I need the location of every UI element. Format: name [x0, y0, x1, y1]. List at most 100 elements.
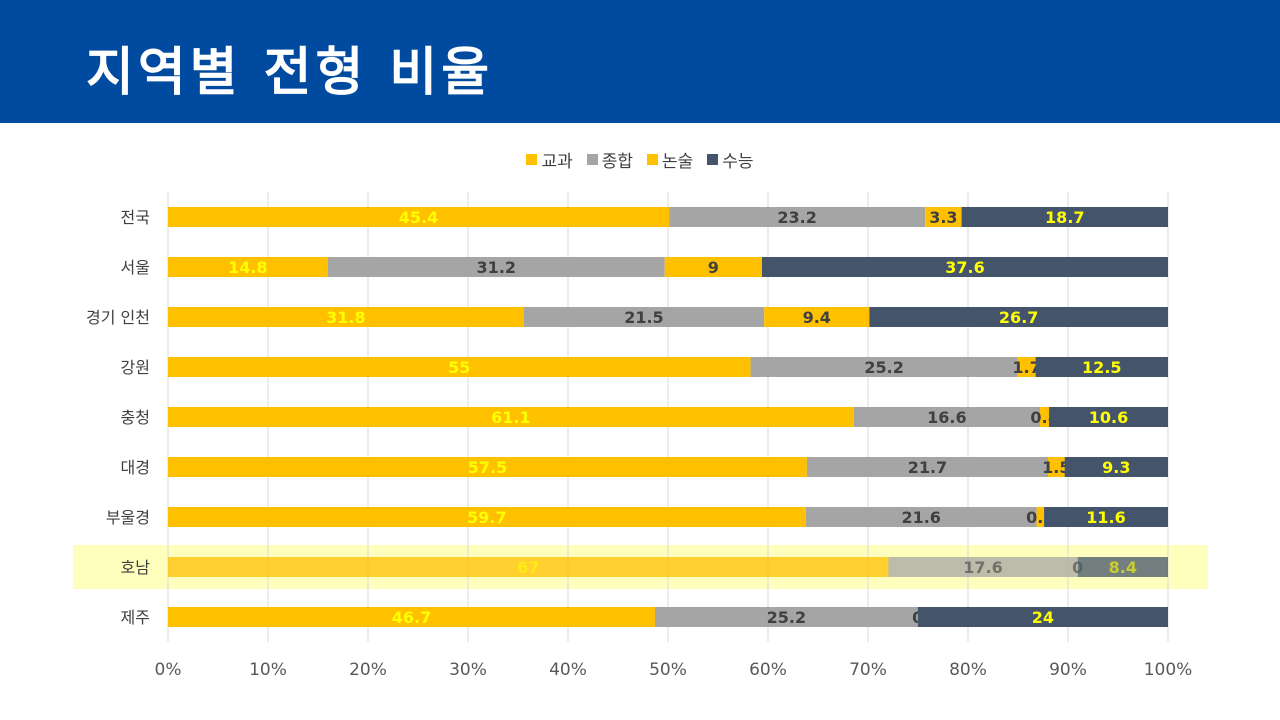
data-label: 8.4 [1109, 558, 1137, 577]
title-banner: 지역별 전형 비율 [0, 0, 1280, 123]
data-label: 1.7 [1012, 358, 1040, 377]
data-label: 26.7 [999, 308, 1038, 327]
legend-label: 종합 [601, 151, 633, 172]
bar-segment [669, 207, 926, 227]
bar-segment [168, 357, 751, 377]
bar-segment [1036, 507, 1045, 527]
data-label: 14.8 [228, 258, 267, 277]
bar-segment [1035, 357, 1168, 377]
data-label: 37.6 [945, 258, 984, 277]
data-label: 18.7 [1045, 208, 1084, 227]
data-label: 21.7 [908, 458, 947, 477]
category-label: 충청 [121, 408, 150, 427]
legend-item: 종합 [586, 147, 633, 172]
data-label: 11.6 [1086, 508, 1125, 527]
category-label: 강원 [121, 358, 150, 377]
legend-swatch [647, 153, 658, 165]
data-label: 61.1 [491, 408, 530, 427]
data-label: 12.5 [1082, 358, 1121, 377]
legend-item: 교과 [526, 147, 573, 172]
data-label: 21.5 [624, 308, 663, 327]
legend-label: 교과 [541, 151, 573, 172]
category-label: 부울경 [106, 508, 150, 527]
x-tick-label: 40% [549, 660, 587, 680]
bar-segment [168, 307, 524, 327]
category-label: 호남 [121, 558, 151, 577]
legend-swatch [707, 153, 719, 165]
data-label: 1.5 [1042, 458, 1070, 477]
bar-segment [654, 607, 918, 627]
bar-segment [168, 607, 655, 627]
bar-segment [664, 257, 762, 277]
data-label: 57.5 [468, 458, 507, 477]
bar-segment [523, 307, 765, 327]
category-label: 대경 [121, 458, 150, 477]
data-label: 25.2 [767, 608, 806, 627]
data-label: 3.3 [929, 208, 957, 227]
data-label: 45.4 [399, 208, 438, 227]
category-label: 서울 [121, 258, 150, 277]
data-label: 9.3 [1102, 458, 1130, 477]
bar-segment [168, 507, 806, 527]
x-tick-label: 50% [649, 660, 687, 680]
bar-segment [869, 307, 1168, 327]
data-label: 17.6 [963, 558, 1002, 577]
chart-legend: 교과 종합 논술 수능 [0, 147, 1280, 172]
bar-segment [761, 257, 1168, 277]
x-tick-label: 70% [849, 660, 887, 680]
data-label: 67 [517, 558, 539, 577]
x-tick-label: 60% [749, 660, 787, 680]
bar-segment [961, 207, 1168, 227]
bar-segment [750, 357, 1018, 377]
category-label: 경기 인천 [86, 308, 150, 327]
data-label: 31.8 [326, 308, 365, 327]
x-tick-label: 20% [349, 660, 387, 680]
data-label: 9.4 [803, 308, 831, 327]
x-tick-label: 10% [249, 660, 287, 680]
legend-item: 수능 [707, 147, 754, 172]
bar-segment [168, 457, 807, 477]
bar-segment [327, 257, 665, 277]
legend-label: 수능 [722, 151, 754, 172]
legend-label: 논술 [662, 151, 694, 172]
data-label: 23.2 [777, 208, 816, 227]
bar-segment [805, 507, 1037, 527]
data-label: 25.2 [864, 358, 903, 377]
data-label: 46.7 [392, 608, 431, 627]
x-tick-label: 100% [1144, 660, 1193, 680]
bar-segment [806, 457, 1048, 477]
x-tick-label: 0% [155, 660, 182, 680]
data-label: 9 [708, 258, 719, 277]
bar-segment [1049, 407, 1168, 427]
category-label: 전국 [121, 208, 150, 227]
bar-segment [168, 207, 670, 227]
data-label: 10.6 [1089, 408, 1128, 427]
bar-segment [764, 307, 870, 327]
bar-segment [1044, 507, 1168, 527]
bar-segment [168, 257, 328, 277]
category-label: 제주 [121, 608, 150, 627]
page-title: 지역별 전형 비율 [86, 43, 494, 103]
data-label: 31.2 [477, 258, 516, 277]
data-label: 16.6 [927, 408, 966, 427]
legend-item: 논술 [647, 147, 694, 172]
x-tick-label: 90% [1049, 660, 1087, 680]
bar-segment [1048, 457, 1065, 477]
data-label: 55 [448, 358, 470, 377]
bar-segment [888, 557, 1078, 577]
x-tick-label: 30% [449, 660, 487, 680]
data-label: 59.7 [467, 508, 506, 527]
bar-segment [168, 557, 889, 577]
bar-segment [1040, 407, 1050, 427]
bar-segment [853, 407, 1041, 427]
bar-segment [1017, 357, 1036, 377]
bar-segment [1064, 457, 1168, 477]
bar-segment [917, 607, 1168, 627]
legend-swatch [526, 153, 538, 165]
x-tick-label: 80% [949, 660, 987, 680]
bar-segment [1077, 557, 1168, 577]
data-label: 21.6 [901, 508, 940, 527]
data-label: 24 [1032, 608, 1054, 627]
bar-segment [168, 407, 854, 427]
